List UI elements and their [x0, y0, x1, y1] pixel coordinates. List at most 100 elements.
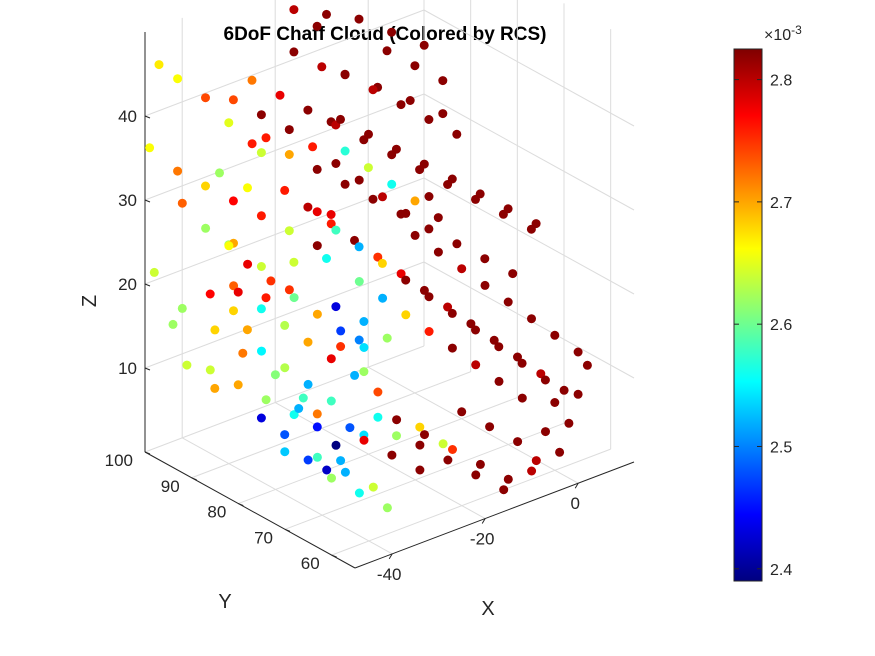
scatter-point [312, 422, 322, 432]
colorbar-exponent: ×10-3 [764, 23, 802, 44]
scatter-point [317, 62, 327, 72]
chart-title: 6DoF Chaff Cloud (Colored by RCS) [224, 24, 547, 45]
scatter-point [396, 269, 406, 279]
scatter-point [312, 452, 322, 462]
scatter-point [303, 105, 313, 115]
scatter-point [531, 219, 541, 229]
scatter-point [433, 247, 443, 257]
scatter-point [503, 474, 513, 484]
scatter-point [280, 447, 290, 457]
scatter-point [289, 293, 299, 303]
colorbar-tick-label: 2.4 [770, 562, 792, 579]
scatter-point [503, 297, 513, 307]
scatter-point [331, 159, 341, 168]
scatter-point [326, 354, 336, 364]
scatter-point [336, 456, 346, 466]
scatter-point [540, 375, 550, 385]
z-tick-label: 40 [118, 107, 137, 126]
scatter-point [340, 70, 350, 80]
scatter-point [331, 302, 341, 312]
scatter-point [513, 437, 523, 447]
scatter-point [447, 308, 457, 318]
y-tick-label: 80 [207, 503, 226, 522]
y-gridline [238, 397, 518, 505]
scatter-point [354, 488, 364, 498]
scatter-point [373, 387, 383, 397]
z-tick-label: 10 [118, 359, 137, 378]
scatter-point [182, 360, 192, 370]
y-gridline [331, 448, 611, 556]
scatter-point [280, 320, 290, 330]
z-tick-mark [144, 199, 151, 203]
y-tick-mark [284, 528, 291, 532]
scatter-point [303, 337, 313, 347]
scatter-point [517, 393, 527, 403]
y-tick-label: 60 [301, 554, 320, 573]
scatter-point [364, 129, 373, 139]
scatter-point [415, 422, 425, 432]
scatter-point [573, 389, 583, 399]
scatter-point [177, 303, 187, 313]
scatter-point [261, 293, 271, 303]
z-tick-mark [144, 367, 151, 371]
scatter-point [242, 325, 252, 335]
x-tick-label: 0 [570, 494, 579, 513]
scatter-point [233, 380, 243, 390]
y-gridline [284, 422, 565, 530]
scatter-point [303, 455, 313, 465]
scatter-point [331, 440, 341, 450]
z-gridline [423, 93, 635, 211]
scatter-point [312, 21, 322, 31]
z-tick-mark [144, 283, 151, 287]
scatter-point [340, 146, 350, 156]
grid [144, 0, 635, 556]
scatter-point [284, 226, 294, 236]
scatter-point [256, 211, 266, 221]
scatter-point [513, 352, 522, 362]
scatter-point [466, 319, 476, 329]
scatter-point [322, 465, 332, 475]
scatter-point [471, 325, 480, 335]
scatter-point [228, 95, 238, 105]
z-tick-mark [144, 115, 151, 119]
scatter-point [410, 196, 420, 206]
scatter-point [387, 27, 397, 37]
scatter-point [238, 348, 248, 358]
scatter-point [527, 314, 536, 324]
scatter-point [340, 467, 350, 477]
x-tick-mark [574, 482, 579, 489]
scatter-point [378, 192, 387, 202]
scatter-point [382, 46, 392, 56]
y-tick-mark [238, 503, 244, 507]
scatter-point [256, 148, 266, 158]
scatter-point [201, 93, 210, 103]
y-tick-mark [191, 477, 197, 481]
scatter-point [391, 144, 401, 154]
scatter-point [541, 427, 550, 437]
x-gridline [367, 366, 579, 484]
scatter-point [471, 360, 481, 370]
scatter-point [308, 142, 318, 152]
scatter-point [550, 398, 560, 407]
y-axis-label: Y [218, 591, 231, 613]
scatter-point [447, 343, 457, 353]
scatter-point [177, 198, 187, 208]
x-axis-label: X [481, 598, 494, 620]
scatter-point [410, 230, 420, 240]
z-axis-label: Z [79, 295, 101, 307]
y-tick-label: 90 [161, 477, 180, 496]
scatter-point [261, 133, 271, 143]
scatter-point [359, 343, 369, 352]
scatter-point [447, 174, 457, 184]
scatter-point [382, 503, 392, 513]
scatter-point [256, 304, 266, 314]
scatter-point [322, 254, 331, 263]
scatter-point [424, 192, 434, 201]
scatter-point [229, 281, 239, 291]
scatter-point [350, 370, 360, 380]
scatter-point [345, 423, 355, 433]
scatter-point [326, 210, 336, 219]
scatter-point [368, 482, 378, 492]
y-axis-line [144, 451, 356, 569]
